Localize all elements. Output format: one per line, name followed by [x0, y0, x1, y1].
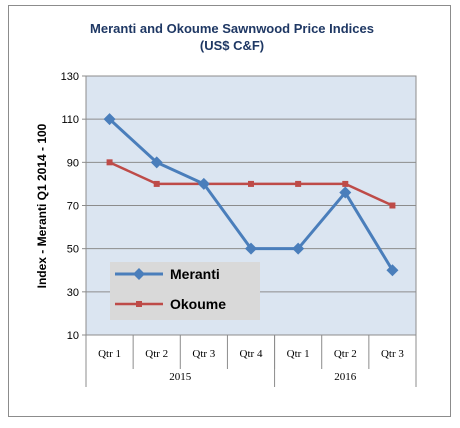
series-layer	[103, 113, 399, 277]
y-tick-label: 110	[61, 114, 79, 126]
x-tick-label: Qtr 4	[240, 348, 263, 360]
data-point-okoume	[106, 159, 113, 166]
y-tick-label: 90	[67, 157, 79, 169]
x-tick-label: Qtr 1	[287, 348, 310, 360]
x-tick-label: Qtr 1	[98, 348, 121, 360]
data-point-meranti	[103, 113, 116, 126]
legend-box	[110, 262, 260, 320]
data-point-meranti	[245, 242, 257, 255]
data-point-okoume	[295, 180, 302, 187]
y-tick-label: 10	[67, 330, 79, 342]
legend-label-meranti: Meranti	[170, 266, 220, 282]
x-tick-label: Qtr 3	[192, 348, 215, 360]
y-tick-label: 30	[67, 287, 79, 299]
y-tick-label: 130	[61, 71, 79, 83]
data-point-okoume	[342, 180, 349, 187]
x-tick-label: Qtr 3	[381, 348, 404, 360]
data-point-meranti	[292, 242, 305, 255]
chart-title: Meranti and Okoume Sawnwood Price Indice…	[90, 21, 374, 36]
y-tick-label: 70	[67, 201, 79, 213]
data-point-meranti	[339, 186, 352, 199]
data-point-meranti	[197, 177, 210, 190]
data-point-okoume	[153, 180, 160, 187]
data-point-meranti	[150, 156, 163, 169]
y-axis-label: Index - Meranti Q1 2014 - 100	[35, 123, 49, 288]
chart-subtitle: (US$ C&F)	[200, 38, 264, 53]
data-point-okoume	[389, 202, 396, 209]
legend: Meranti Okoume	[110, 262, 260, 320]
x-group-label: 2015	[169, 371, 192, 383]
x-group-label: 2016	[334, 371, 357, 383]
data-point-okoume	[248, 180, 254, 187]
data-point-meranti	[386, 264, 399, 277]
y-axis-ticks: 10 30 50 70 90 110 130	[61, 71, 86, 342]
legend-label-okoume: Okoume	[170, 296, 226, 312]
y-tick-label: 50	[67, 244, 79, 256]
x-tick-label: Qtr 2	[145, 348, 168, 360]
legend-marker-meranti	[133, 268, 145, 280]
x-tick-label: Qtr 2	[334, 348, 357, 360]
legend-marker-okoume	[136, 301, 142, 307]
